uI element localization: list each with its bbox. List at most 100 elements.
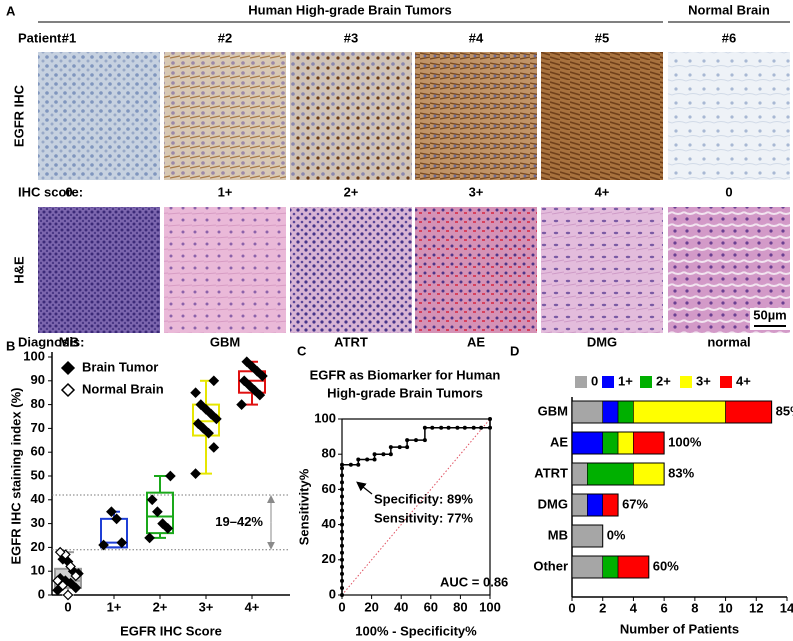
roc-point bbox=[388, 452, 393, 457]
roc-point bbox=[340, 522, 344, 527]
roc-point bbox=[488, 425, 492, 430]
y-tick-label: 70 bbox=[31, 420, 45, 435]
y-tick-label: 90 bbox=[31, 372, 45, 387]
data-point bbox=[190, 468, 201, 479]
patient-id: #4 bbox=[469, 30, 484, 45]
y-tick-label: 10 bbox=[31, 563, 45, 578]
roc-point bbox=[414, 438, 418, 443]
data-point bbox=[236, 399, 247, 410]
roc-point bbox=[340, 494, 344, 499]
bar-segment bbox=[587, 462, 634, 486]
roc-point bbox=[372, 457, 377, 462]
diagnosis: ATRT bbox=[334, 334, 368, 349]
diagnosis: normal bbox=[707, 334, 750, 349]
chart-title: High-grade Brain Tumors bbox=[327, 385, 483, 400]
legend-label: 3+ bbox=[696, 373, 711, 388]
data-point bbox=[62, 589, 74, 601]
x-axis-label: Number of Patients bbox=[620, 621, 739, 636]
legend-label: Brain Tumor bbox=[82, 359, 158, 374]
data-point bbox=[157, 518, 168, 529]
bar-segment bbox=[602, 555, 619, 579]
data-point bbox=[195, 399, 207, 410]
roc-point bbox=[340, 473, 344, 478]
data-point bbox=[165, 470, 176, 482]
x-tick-label: 0 bbox=[338, 599, 345, 614]
bar-segment bbox=[571, 524, 604, 548]
data-point bbox=[144, 532, 155, 544]
data-point bbox=[111, 513, 122, 525]
patient-id: #5 bbox=[595, 30, 609, 45]
legend-swatch bbox=[575, 376, 587, 388]
y-tick-label: 20 bbox=[31, 539, 45, 554]
data-point bbox=[254, 389, 266, 401]
bar-segment bbox=[633, 462, 665, 486]
data-point bbox=[54, 546, 66, 558]
data-point bbox=[238, 375, 250, 387]
bar-segment bbox=[602, 431, 619, 455]
legend-label: 0 bbox=[591, 373, 598, 388]
panel-letter: D bbox=[510, 343, 519, 358]
bar-segment bbox=[587, 493, 604, 517]
data-point bbox=[190, 387, 201, 399]
row-label: Diagnosis: bbox=[18, 334, 84, 349]
roc-point bbox=[340, 550, 344, 555]
he-image bbox=[38, 207, 160, 333]
x-tick-label: 0 bbox=[64, 599, 71, 614]
data-point bbox=[246, 361, 258, 372]
percent-label: 85% bbox=[776, 403, 793, 418]
data-point bbox=[257, 370, 268, 382]
roc-point bbox=[340, 557, 344, 562]
x-tick-label: 3+ bbox=[199, 599, 214, 614]
roc-point bbox=[340, 593, 344, 597]
x-tick-label: 12 bbox=[749, 600, 763, 615]
roc-point bbox=[340, 564, 344, 569]
roc-point bbox=[365, 457, 370, 462]
legend-label: 4+ bbox=[736, 373, 751, 388]
category-label: Other bbox=[533, 558, 568, 573]
ihc-score: 3+ bbox=[469, 184, 484, 199]
row-label: EGFR IHC bbox=[11, 84, 26, 147]
panel-letter: B bbox=[6, 338, 15, 353]
x-tick-label: 40 bbox=[394, 599, 408, 614]
chart-title: EGFR as Biomarker for Human bbox=[310, 367, 501, 382]
roc-point bbox=[340, 501, 344, 506]
roc-point bbox=[422, 425, 427, 430]
roc-point bbox=[397, 445, 402, 450]
roc-point bbox=[340, 466, 344, 471]
panel-letter: A bbox=[6, 3, 16, 18]
roc-point bbox=[462, 425, 467, 430]
x-tick-label: 100 bbox=[479, 599, 501, 614]
data-point bbox=[200, 404, 212, 415]
annotation: Specificity: 89% bbox=[374, 491, 473, 506]
ihc-score: 2+ bbox=[344, 184, 359, 199]
row-label: H&E bbox=[11, 256, 26, 284]
legend-swatch bbox=[720, 376, 732, 388]
bar-segment bbox=[725, 400, 772, 424]
roc-point bbox=[340, 571, 344, 576]
percent-label: 67% bbox=[622, 496, 648, 511]
legend-label: Normal Brain bbox=[82, 381, 164, 396]
roc-point bbox=[381, 452, 386, 457]
data-point bbox=[162, 523, 174, 534]
y-axis-label: Sensitivity% bbox=[296, 468, 311, 545]
y-tick-label: 50 bbox=[31, 467, 45, 482]
y-axis-label: EGFR IHC staining index (%) bbox=[8, 388, 23, 565]
roc-point bbox=[340, 462, 344, 467]
roc-point bbox=[405, 445, 410, 450]
bar-segment bbox=[571, 431, 604, 455]
legend-swatch bbox=[602, 376, 614, 388]
y-tick-label: 30 bbox=[31, 515, 45, 530]
ihc-image bbox=[415, 52, 537, 180]
bar-outline bbox=[571, 555, 650, 579]
roc-point bbox=[430, 425, 435, 430]
bar-outline bbox=[571, 462, 665, 486]
bar-segment bbox=[617, 555, 650, 579]
bar-segment bbox=[617, 400, 634, 424]
scale-bar-bg bbox=[750, 308, 790, 330]
reference-diagonal bbox=[341, 418, 491, 596]
patient-id: #3 bbox=[344, 30, 358, 45]
patient-id: #6 bbox=[722, 30, 736, 45]
legend-swatch bbox=[640, 376, 652, 388]
category-label: DMG bbox=[538, 496, 568, 511]
